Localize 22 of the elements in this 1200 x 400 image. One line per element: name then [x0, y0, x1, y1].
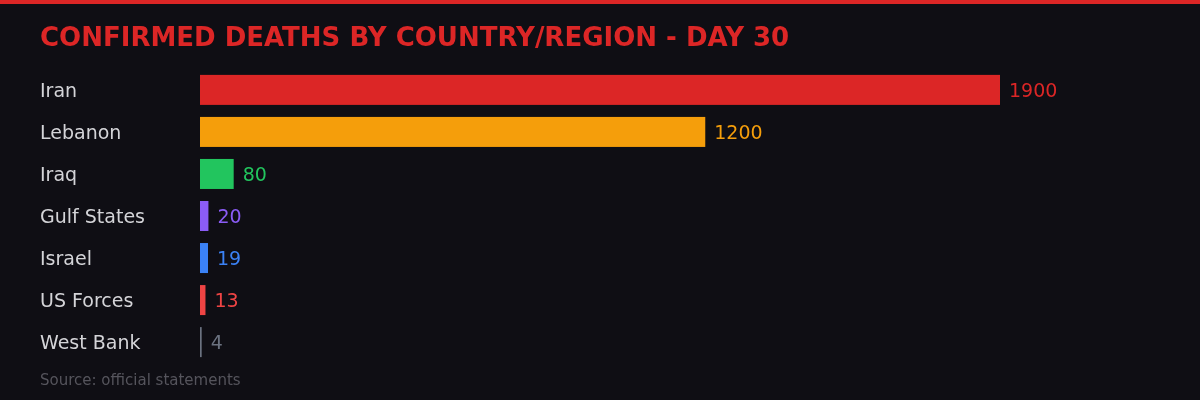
y-tick-label: West Bank: [40, 330, 141, 353]
data-label: 19: [217, 246, 242, 269]
y-tick-label: US Forces: [40, 288, 134, 311]
y-tick-label: Israel: [40, 246, 92, 269]
bar: [200, 74, 1000, 105]
y-tick-label: Gulf States: [40, 204, 145, 227]
bar: [200, 243, 208, 274]
chart-title: CONFIRMED DEATHS BY COUNTRY/REGION - DAY 30: [40, 22, 790, 52]
bar: [200, 158, 234, 189]
source-note: Source: official statements: [40, 371, 241, 389]
bar: [200, 285, 206, 316]
data-label: 80: [242, 162, 267, 185]
data-label: 1200: [714, 120, 763, 143]
y-tick-label: Lebanon: [40, 120, 122, 143]
data-label: 4: [210, 330, 223, 353]
bar: [200, 116, 706, 147]
y-tick-label: Iran: [40, 78, 78, 101]
y-tick-label: Iraq: [40, 162, 78, 185]
data-label: 20: [217, 204, 242, 227]
bar: [200, 200, 209, 232]
data-label: 1900: [1009, 78, 1058, 101]
data-label: 13: [214, 288, 239, 311]
